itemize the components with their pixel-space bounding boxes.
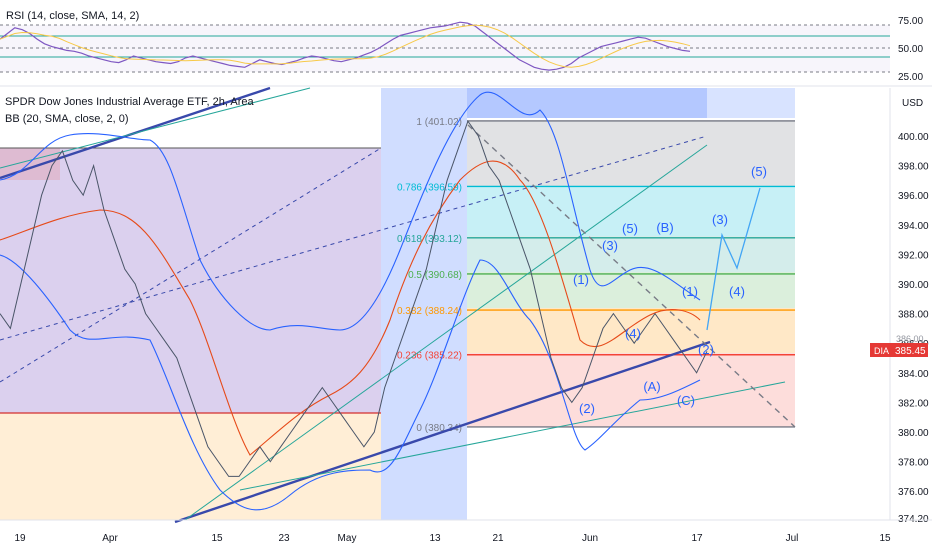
wave-label: (3)	[712, 212, 728, 227]
rsi-pane: RSI (14, close, SMA, 14, 2) 75.00 50.00 …	[0, 0, 932, 86]
rsi-tick-75: 75.00	[898, 16, 923, 27]
wave-label: (4)	[729, 284, 745, 299]
last-price: 385.45	[895, 346, 926, 357]
wave-label: (5)	[622, 221, 638, 236]
fib-label: 0.236 (385.22)	[397, 351, 462, 362]
wave-label: (2)	[698, 342, 714, 357]
rsi-tick-50: 50.00	[898, 44, 923, 55]
chart-title: SPDR Dow Jones Industrial Average ETF, 2…	[5, 96, 255, 108]
price-pane: 1 (401.02)0.786 (396.59)0.618 (393.12)0.…	[0, 88, 890, 520]
price-axis: 400.00 398.00 396.00 394.00 392.00 390.00 388.…	[890, 88, 929, 525]
fib-label: 0.5 (390.68)	[408, 270, 462, 281]
y-tick-label: 392.00	[898, 250, 929, 261]
y-tick-label: 380.00	[898, 428, 929, 439]
bb-label: BB (20, SMA, close, 2, 0)	[5, 113, 129, 125]
x-tick-label: Jun	[582, 533, 598, 544]
fib-label: 0.382 (388.24)	[397, 306, 462, 317]
currency-label: USD	[902, 98, 923, 109]
wave-label: (5)	[751, 164, 767, 179]
x-tick-label: 17	[691, 533, 703, 544]
fib-label: 0.618 (393.12)	[397, 234, 462, 245]
y-tick-label: 388.00	[898, 310, 929, 321]
y-tick-label: 376.00	[898, 487, 929, 498]
x-tick-label: 19	[14, 533, 26, 544]
wave-label: (2)	[579, 401, 595, 416]
fib-zone-4	[467, 272, 795, 308]
y-tick-label: 396.00	[898, 191, 929, 202]
y-tick-label: 400.00	[898, 132, 929, 143]
y-tick-label: 378.00	[898, 458, 929, 469]
wave-label: (A)	[643, 379, 660, 394]
wave-label: (C)	[677, 393, 695, 408]
x-tick-label: 15	[879, 533, 891, 544]
wave-label: (4)	[625, 326, 641, 341]
fib-zone-1	[467, 120, 795, 186]
fib-label: 0.786 (396.59)	[397, 182, 462, 193]
wave-label: (3)	[602, 238, 618, 253]
y-tick-label: 374.20	[898, 514, 929, 525]
x-tick-label: 23	[278, 533, 290, 544]
range-box-left	[0, 148, 381, 413]
x-tick-label: Apr	[102, 533, 118, 544]
x-tick-label: 21	[492, 533, 504, 544]
last-price-note: 386.00	[896, 334, 924, 344]
blue-band	[381, 88, 467, 520]
blue-band-right	[707, 88, 795, 118]
wave-label: (1)	[682, 284, 698, 299]
fib-zone-3	[467, 236, 795, 272]
range-box-left-lower	[0, 413, 381, 520]
y-tick-label: 384.00	[898, 369, 929, 380]
time-axis: 19 Apr 15 23 May 13 21 Jun 17 Jul 15	[0, 520, 932, 544]
y-tick-label: 382.00	[898, 398, 929, 409]
x-tick-label: 15	[211, 533, 223, 544]
x-tick-label: 13	[429, 533, 441, 544]
x-tick-label: May	[338, 533, 357, 544]
x-tick-label: Jul	[786, 533, 799, 544]
y-tick-label: 398.00	[898, 162, 929, 173]
wave-label: (B)	[656, 220, 673, 235]
blue-band-top	[467, 88, 707, 118]
symbol-tag: DIA	[874, 346, 889, 356]
y-tick-label: 390.00	[898, 280, 929, 291]
y-tick-label: 394.00	[898, 221, 929, 232]
rsi-tick-25: 25.00	[898, 72, 923, 83]
wave-label: (1)	[573, 272, 589, 287]
rsi-title: RSI (14, close, SMA, 14, 2)	[6, 10, 139, 22]
